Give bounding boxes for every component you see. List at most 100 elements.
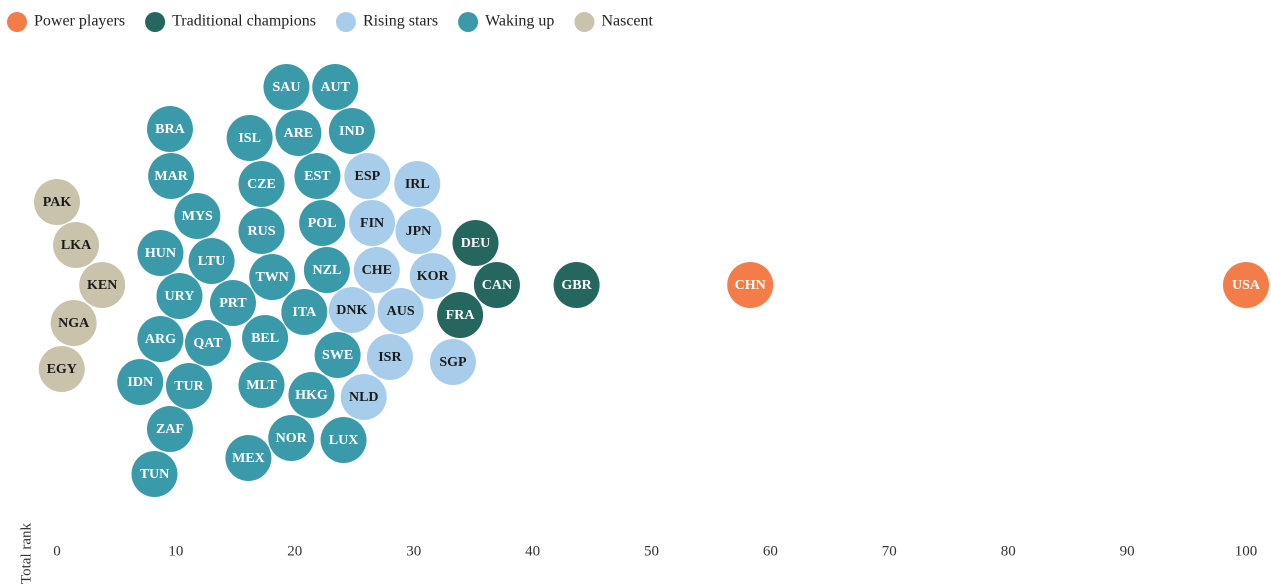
bubble-label: AUT (320, 80, 350, 95)
bubble-label: NLD (349, 390, 379, 405)
bubble-label: RUS (248, 224, 276, 239)
bubble (727, 262, 774, 308)
bubble-label: POL (308, 216, 337, 231)
bubble (409, 253, 456, 299)
bubble-label: URY (165, 289, 195, 304)
bubble-label: NOR (276, 431, 308, 446)
legend-label: Waking up (485, 13, 554, 30)
bubble (137, 316, 184, 362)
bubble-label: TUR (174, 379, 204, 394)
bubble (1223, 262, 1269, 308)
bubble (38, 346, 85, 392)
bubble-label: IND (339, 124, 365, 139)
bubble-label: JPN (406, 224, 432, 239)
bubble-label: EST (304, 169, 331, 184)
bubble-label: ARE (284, 126, 314, 141)
bubble (209, 280, 256, 326)
bubble (263, 64, 310, 110)
bubble-label: TWN (255, 270, 288, 285)
x-tick-label: 80 (1001, 543, 1016, 559)
bubble-label: FIN (360, 216, 384, 231)
bubble (188, 238, 235, 284)
legend-swatch (335, 12, 356, 32)
bubble (366, 334, 413, 380)
bubble-label: KEN (87, 278, 117, 293)
x-tick-label: 60 (763, 543, 778, 559)
legend-label: Power players (34, 13, 125, 30)
bubble-label: NGA (58, 316, 90, 331)
bubble-label: LKA (61, 238, 92, 253)
bubble-label: IDN (127, 375, 153, 390)
bubble-label: GBR (561, 278, 592, 293)
bubble (344, 153, 391, 199)
bubble (275, 110, 322, 156)
bubble (165, 363, 212, 409)
bubble (242, 315, 289, 361)
x-tick-label: 30 (406, 543, 421, 559)
x-tick-label: 50 (644, 543, 659, 559)
bubble-label: FRA (446, 308, 476, 323)
bubble-label: HKG (295, 388, 328, 403)
x-tick-label: 90 (1120, 543, 1135, 559)
bubble-label: KOR (417, 269, 450, 284)
bubble-label: PRT (219, 296, 247, 311)
bubble-label: SGP (439, 355, 467, 370)
bubble (249, 254, 296, 300)
bubble (340, 374, 387, 420)
bubble-label: DEU (461, 236, 491, 251)
bubble (299, 200, 346, 246)
bubble-label: ZAF (156, 422, 184, 437)
bubble (353, 247, 400, 293)
bubble (156, 273, 203, 319)
x-tick-label: 0 (53, 543, 61, 559)
bubble-label: CAN (482, 278, 512, 293)
bubble (146, 406, 193, 452)
bubble (553, 262, 600, 308)
bubble (34, 179, 80, 225)
bubble-label: BEL (251, 331, 279, 346)
bubble-label: TUN (140, 467, 170, 482)
bubble-label: AUS (387, 304, 415, 319)
bubble (238, 208, 285, 254)
bubble (238, 161, 285, 207)
bubble (281, 289, 328, 335)
bubble (50, 300, 97, 346)
bubble-label: PAK (43, 195, 72, 210)
bubble-label: EGY (47, 362, 77, 377)
bubble (238, 362, 285, 408)
bubble-label: CHE (362, 263, 392, 278)
bubble (328, 108, 375, 154)
bubble-label: CHN (735, 278, 766, 293)
bubble (377, 288, 424, 334)
bubble-label: BRA (155, 122, 185, 137)
bubble (312, 64, 359, 110)
bubble (226, 115, 273, 161)
bubble-label: QAT (193, 336, 223, 351)
bubble-label: DNK (336, 303, 367, 318)
bubble (117, 359, 164, 405)
bubble-label: HUN (145, 246, 176, 261)
bubble-label: ITA (292, 305, 317, 320)
bubble-label: USA (1232, 278, 1261, 293)
bubble (349, 200, 396, 246)
x-tick-label: 70 (882, 543, 897, 559)
bubble (53, 222, 100, 268)
x-tick-label: 10 (168, 543, 183, 559)
legend-label: Traditional champions (172, 13, 316, 30)
bubble (394, 161, 441, 207)
bubble-label: SAU (272, 80, 300, 95)
legend-swatch (145, 12, 166, 32)
bubble-label: MLT (246, 378, 277, 393)
bubble-label: NZL (313, 263, 342, 278)
bubble (79, 262, 126, 308)
legend-swatch (7, 12, 27, 32)
bubble (437, 292, 484, 338)
bubble-label: CZE (247, 177, 276, 192)
bubble (314, 332, 361, 378)
legend-label: Rising stars (363, 13, 438, 30)
bubble-label: MYS (182, 209, 213, 224)
bubble-label: LUX (329, 433, 359, 448)
bubble-label: IRL (405, 177, 430, 192)
bubble (131, 451, 178, 497)
legend-swatch (458, 12, 479, 32)
